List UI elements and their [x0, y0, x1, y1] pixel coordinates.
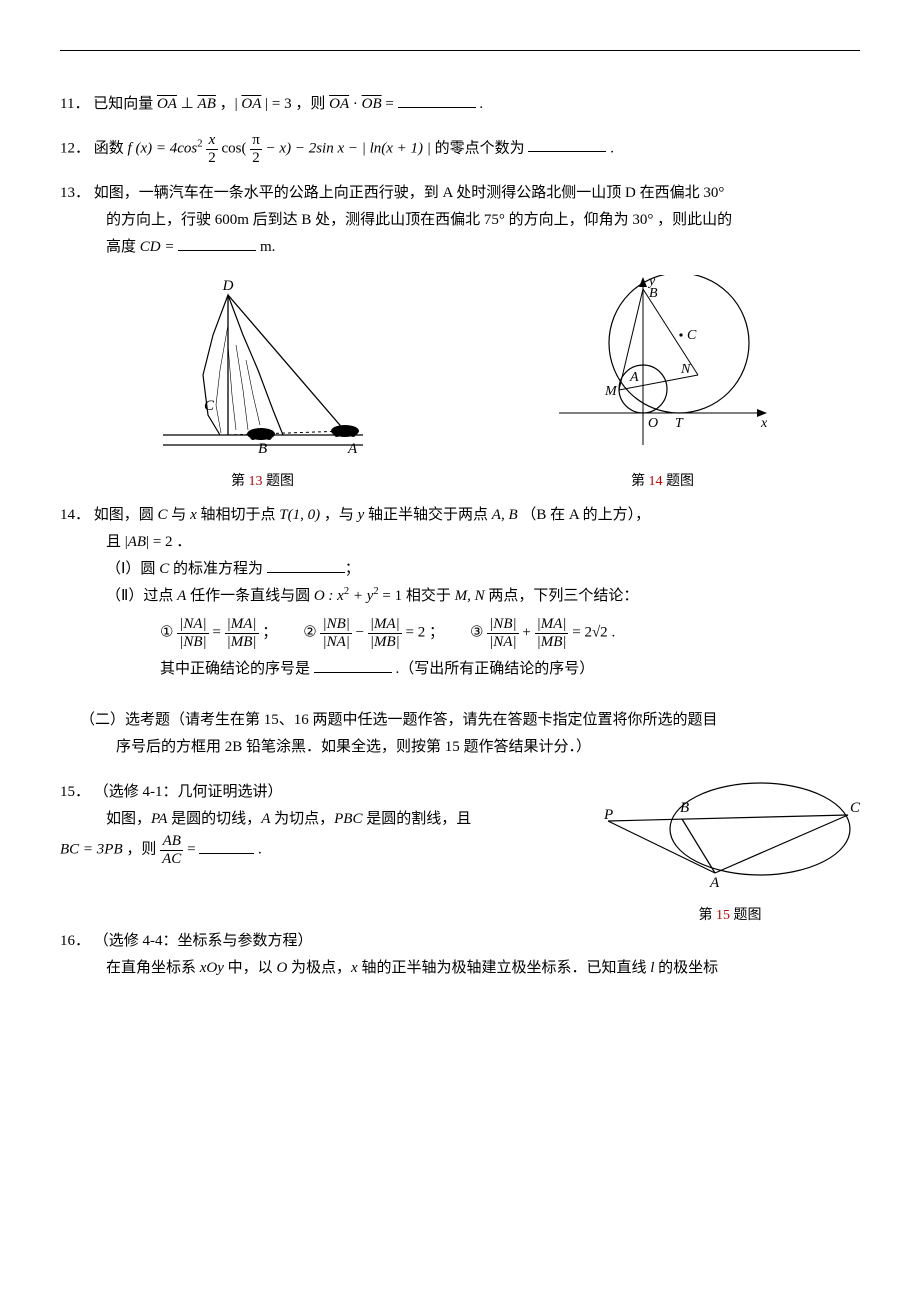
svg-text:B: B	[649, 286, 658, 301]
q12-fx: f (x) = 4cos	[128, 140, 198, 156]
q13-line1: 如图，一辆汽车在一条水平的公路上向正西行驶，到 A 处时测得公路北侧一山顶 D …	[94, 185, 725, 201]
q11-end: .	[479, 96, 483, 112]
q13-line3-pre: 高度	[106, 239, 140, 255]
q16-num: 16．	[60, 933, 90, 949]
section-2-note: （二）选考题（请考生在第 15、16 两题中任选一题作答，请先在答题卡指定位置将…	[60, 707, 860, 761]
q12-post: 的零点个数为	[435, 140, 529, 156]
figure-14-svg: y x O T B A C M N	[553, 275, 773, 455]
q14-blank1	[267, 558, 345, 573]
q11-ab: AB	[198, 96, 216, 112]
svg-text:C: C	[687, 328, 697, 343]
q15-blank	[199, 839, 254, 854]
svg-text:A: A	[629, 370, 639, 385]
q12-cosopen: cos(	[221, 140, 246, 156]
svg-text:B: B	[258, 441, 267, 455]
q11-blank	[398, 93, 476, 108]
figure-13-caption: 第 13 题图	[148, 469, 378, 494]
figure-14: y x O T B A C M N 第 14 题图	[553, 275, 773, 494]
q12-frac2: π2	[250, 132, 262, 166]
figure-13: D C B A 第 13 题图	[148, 275, 378, 494]
q15-topic: （选修 4-1：几何证明选讲）	[94, 784, 283, 800]
figure-15-svg: P B C A	[600, 779, 860, 889]
problem-16: 16． （选修 4-4：坐标系与参数方程） 在直角坐标系 xOy 中，以 O 为…	[60, 928, 860, 982]
figure-14-caption: 第 14 题图	[553, 469, 773, 494]
q14-part1: （Ⅰ）圆 C 的标准方程为 ；	[60, 556, 860, 583]
q11-oa3: OA	[329, 96, 349, 112]
q12-cosmid: − x) − 2sin x − | ln(x + 1) |	[266, 140, 431, 156]
section-line1: （二）选考题（请考生在第 15、16 两题中任选一题作答，请先在答题卡指定位置将…	[80, 707, 860, 734]
q11-oa1: OA	[157, 96, 177, 112]
conclusion-2: ② |NB||NA| − |MA||MB| = 2 ；	[303, 616, 444, 650]
q12-pre: 函数	[94, 140, 128, 156]
q12-blank	[528, 137, 606, 152]
svg-text:C: C	[850, 800, 860, 816]
q16-topic: （选修 4-4：坐标系与参数方程）	[94, 933, 313, 949]
problem-12: 12． 函数 f (x) = 4cos2 x2 cos( π2 − x) − 2…	[60, 132, 860, 166]
q13-line3-wrap: 高度 CD = m.	[60, 234, 860, 261]
svg-text:x: x	[760, 416, 768, 431]
svg-text:A: A	[347, 441, 358, 455]
q12-num: 12．	[60, 140, 90, 156]
svg-text:C: C	[204, 398, 215, 414]
top-rule	[60, 50, 860, 51]
svg-text:M: M	[604, 384, 618, 399]
q13-cd: CD =	[140, 239, 178, 255]
q13-num: 13．	[60, 185, 90, 201]
q13-line3-post: m.	[260, 239, 275, 255]
q11-perp: ⊥	[181, 96, 198, 112]
svg-text:B: B	[680, 800, 689, 816]
q14-conclusion-blank: 其中正确结论的序号是 .（写出所有正确结论的序号）	[60, 656, 860, 683]
q12-end: .	[610, 140, 614, 156]
problem-11: 11． 已知向量 OA ⊥ AB ，| OA | = 3 ，则 OA · OB …	[60, 91, 860, 118]
problem-14: 14． 如图，圆 C 与 x 轴相切于点 T(1, 0) ，与 y 轴正半轴交于…	[60, 502, 860, 683]
svg-text:P: P	[603, 807, 613, 823]
figure-13-svg: D C B A	[148, 275, 378, 455]
q11-oa2: OA	[241, 96, 261, 112]
figure-15-caption: 第 15 题图	[600, 903, 860, 928]
q11-ob: OB	[362, 96, 382, 112]
conclusion-1: ① |NA||NB| = |MA||MB| ；	[160, 616, 277, 650]
q11-text-pre: 已知向量	[93, 96, 153, 112]
q11-eq2: =	[385, 96, 397, 112]
q14-num: 14．	[60, 507, 90, 523]
q15-num: 15．	[60, 784, 90, 800]
problem-13: 13． 如图，一辆汽车在一条水平的公路上向正西行驶，到 A 处时测得公路北侧一山…	[60, 180, 860, 261]
q14-conclusions: ① |NA||NB| = |MA||MB| ； ② |NB||NA| − |MA…	[60, 616, 860, 650]
q16-line1: 在直角坐标系 xOy 中，以 O 为极点，x 轴的正半轴为极轴建立极坐标系．已知…	[60, 955, 860, 982]
svg-text:N: N	[680, 362, 691, 377]
figures-row: D C B A 第 13 题图 y x O T B A C M	[60, 275, 860, 494]
q11-dot: ·	[353, 96, 362, 112]
q13-blank	[178, 236, 256, 251]
svg-text:D: D	[221, 278, 233, 294]
section-line2: 序号后的方框用 2B 铅笔涂黑．如果全选，则按第 15 题作答结果计分．）	[80, 734, 860, 761]
q14-part2-intro: （Ⅱ）过点 A 任作一条直线与圆 O : x2 + y2 = 1 相交于 M, …	[60, 583, 860, 610]
figure-15: P B C A 第 15 题图	[600, 779, 860, 928]
q11-mid: ，|	[220, 96, 242, 112]
q13-line2: 的方向上，行驶 600m 后到达 B 处，测得此山顶在西偏北 75° 的方向上，…	[60, 207, 860, 234]
q14-blank2	[314, 658, 392, 673]
svg-text:T: T	[675, 416, 684, 431]
conclusion-3: ③ |NB||NA| + |MA||MB| = 2√2 .	[470, 616, 615, 650]
q11-eq1: | = 3 ，则	[265, 96, 329, 112]
svg-text:A: A	[709, 875, 720, 889]
q11-num: 11．	[60, 96, 89, 112]
svg-text:O: O	[648, 416, 658, 431]
q12-frac1: x2	[206, 132, 218, 166]
q14-line2: 且 |AB| = 2 ．	[60, 529, 860, 556]
